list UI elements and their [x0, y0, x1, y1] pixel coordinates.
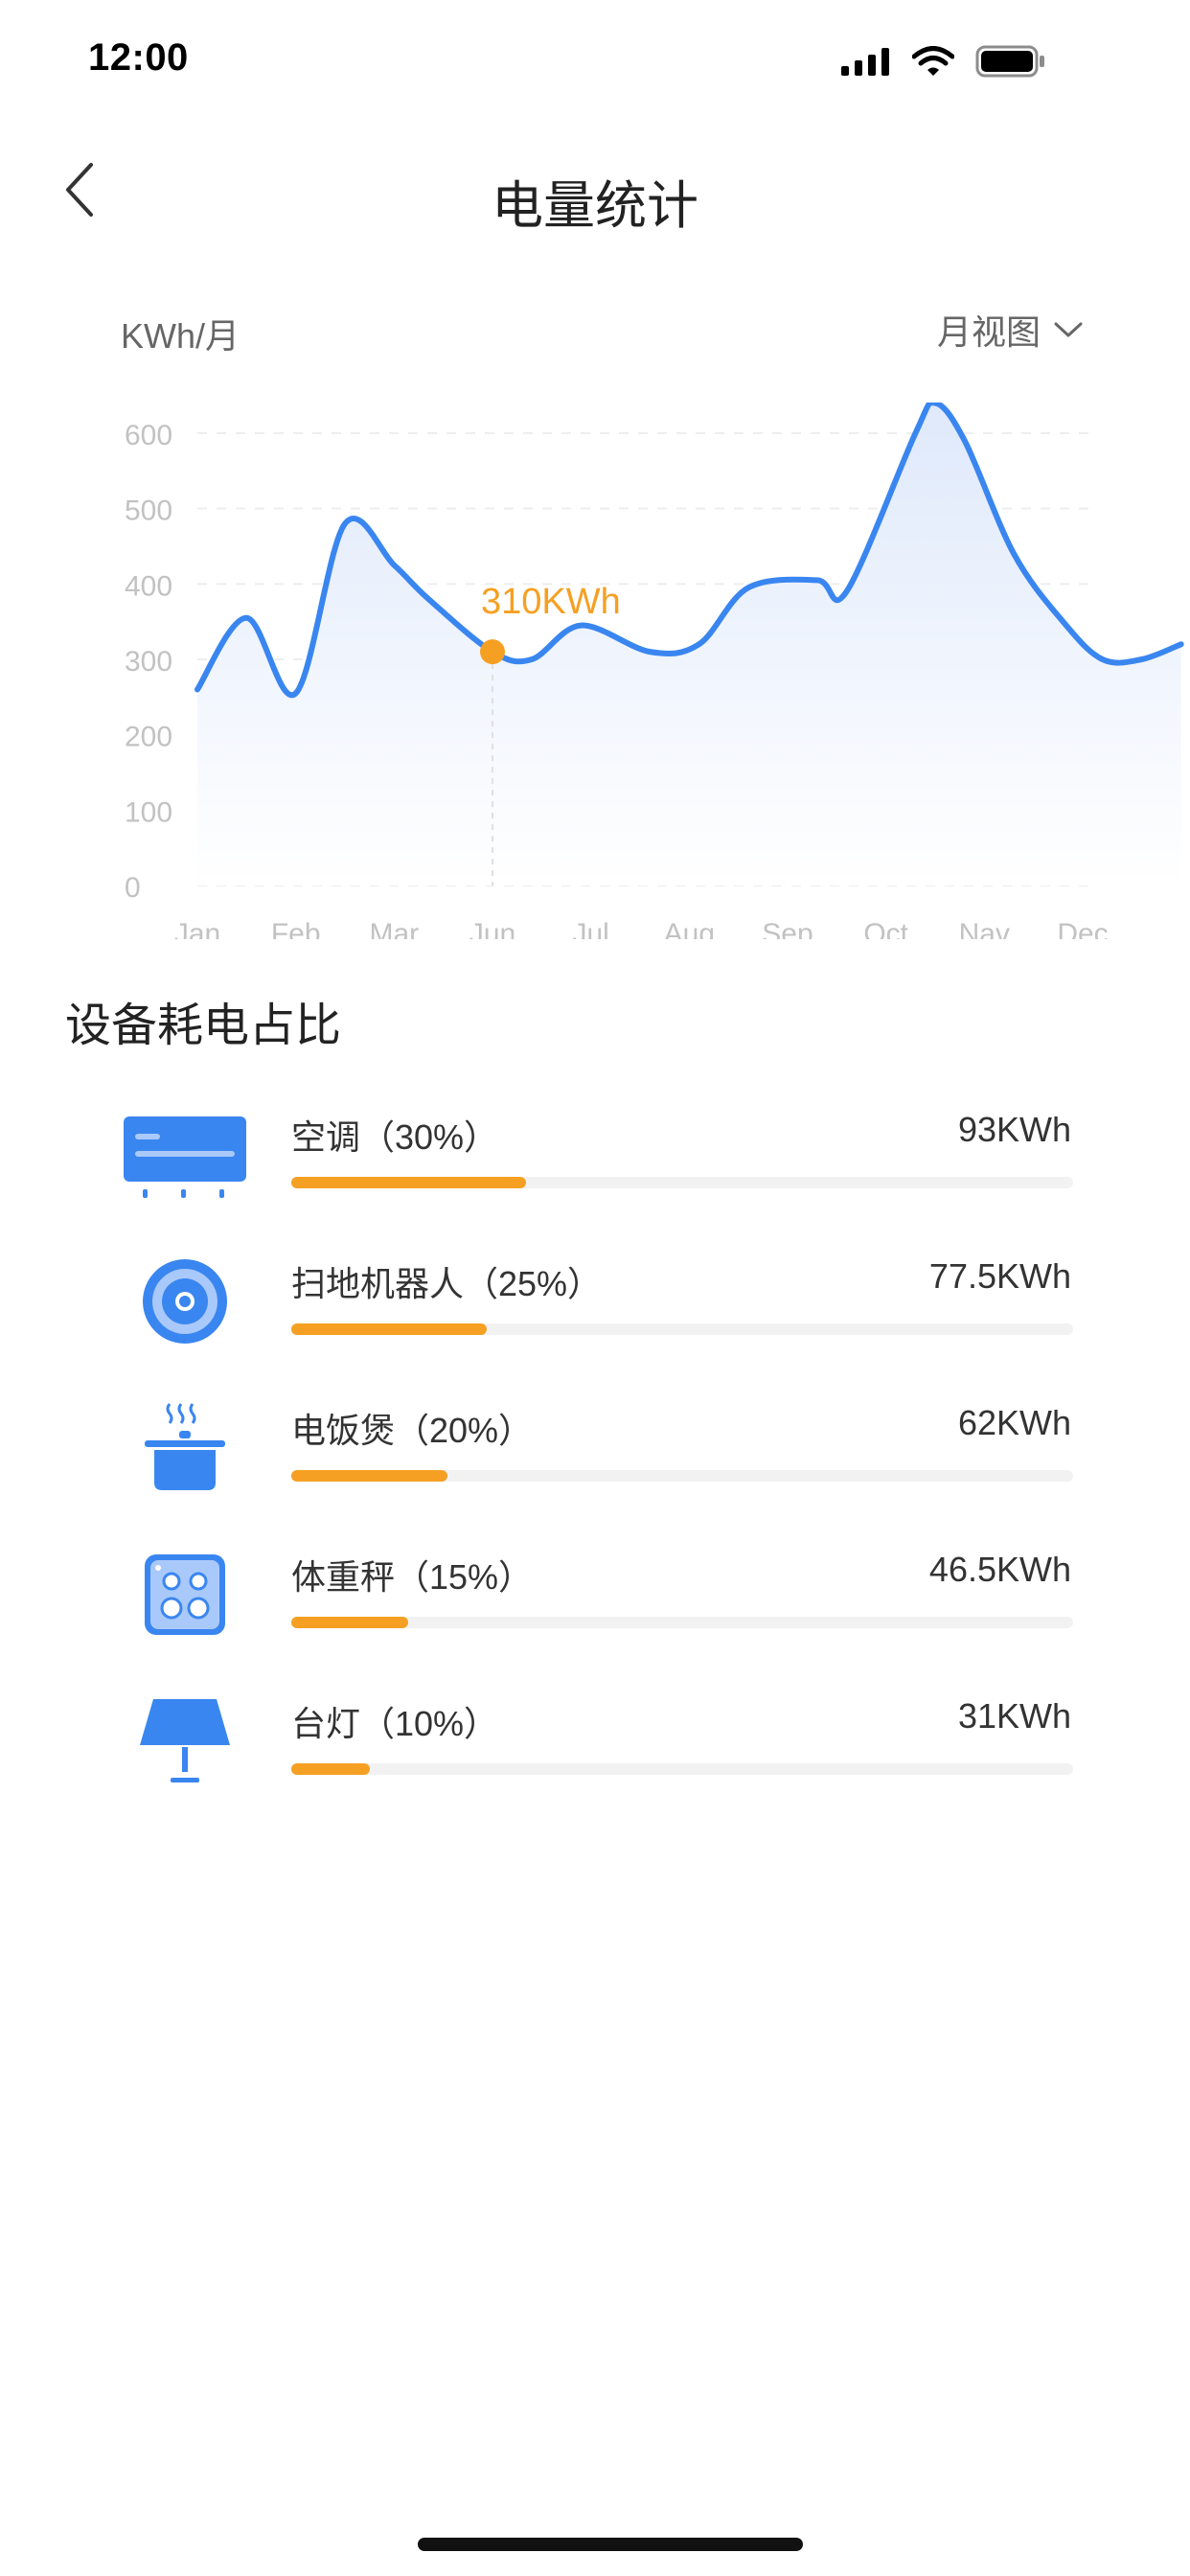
desk-lamp-icon: [113, 1689, 257, 1794]
usage-bar-fill: [291, 1177, 526, 1188]
device-name: 空调（30%）: [291, 1117, 499, 1157]
wifi-icon: [912, 46, 954, 76]
usage-bar-track: [291, 1763, 1073, 1775]
x-tick-label: Jun: [469, 918, 515, 939]
y-tick-label: 0: [125, 872, 141, 904]
device-usage: 77.5KWh: [928, 1256, 1071, 1296]
device-name: 电饭煲（20%）: [291, 1411, 534, 1450]
air-conditioner-icon: [113, 1102, 257, 1208]
x-tick-label: Aug: [664, 918, 715, 939]
body-scale-icon: [113, 1542, 257, 1647]
x-tick-label: Jan: [174, 918, 220, 939]
device-name: 体重秤（15%）: [291, 1557, 534, 1597]
rice-cooker-icon: [113, 1395, 257, 1501]
x-tick-label: Dec: [1057, 918, 1108, 939]
usage-bar-track: [291, 1470, 1073, 1482]
home-indicator[interactable]: [418, 2538, 803, 2551]
usage-bar-fill: [291, 1470, 448, 1482]
device-usage: 93KWh: [957, 1110, 1071, 1149]
x-tick-label: Sep: [762, 918, 812, 939]
x-tick-label: Nav: [959, 918, 1010, 939]
device-usage: 62KWh: [957, 1403, 1071, 1442]
power-usage-line-chart: 0 100 200 300 400 500 600 Jan Feb Mar Jun Jul Aug Se…: [125, 402, 1184, 939]
y-tick-label: 100: [125, 796, 172, 828]
y-tick-label: 600: [125, 420, 172, 451]
device-usage: 46.5KWh: [928, 1550, 1071, 1589]
status-time: 12:00: [88, 36, 189, 79]
usage-bar-track: [291, 1323, 1073, 1335]
robot-vacuum-icon: [113, 1249, 257, 1354]
x-tick-label: Jul: [572, 918, 608, 939]
device-row-air-conditioner[interactable]: 空调（30%） 93KWh: [0, 1102, 1190, 1208]
usage-bar-fill: [291, 1323, 487, 1335]
highlight-point[interactable]: [480, 639, 505, 665]
chart-area: [197, 402, 1181, 886]
chevron-down-icon: [1054, 322, 1083, 337]
view-mode-label: 月视图: [936, 312, 1041, 352]
device-row-rice-cooker[interactable]: 电饭煲（20%） 62KWh: [0, 1395, 1190, 1501]
cellular-signal-icon: [841, 48, 889, 76]
device-row-robot-vacuum[interactable]: 扫地机器人（25%） 77.5KWh: [0, 1249, 1190, 1354]
back-button[interactable]: [46, 151, 113, 228]
chart-line: [195, 402, 1184, 699]
usage-bar-fill: [291, 1617, 409, 1628]
device-row-desk-lamp[interactable]: 台灯（10%） 31KWh: [0, 1689, 1190, 1794]
x-tick-label: Feb: [271, 918, 321, 939]
device-name: 台灯（10%）: [291, 1704, 499, 1743]
device-name: 扫地机器人（25%）: [291, 1264, 603, 1303]
device-row-body-scale[interactable]: 体重秤（15%） 46.5KWh: [0, 1542, 1190, 1647]
usage-bar-track: [291, 1177, 1073, 1188]
section-title: 设备耗电占比: [65, 1000, 342, 1051]
y-tick-label: 200: [125, 722, 172, 753]
chevron-left-icon: [66, 163, 93, 217]
device-usage: 31KWh: [957, 1696, 1071, 1736]
usage-bar-fill: [291, 1763, 370, 1775]
chart-unit-label: KWh/月: [121, 316, 240, 356]
y-tick-label: 400: [125, 570, 172, 602]
highlight-label: 310KWh: [481, 582, 621, 622]
battery-icon: [975, 45, 1044, 78]
y-tick-label: 300: [125, 646, 172, 678]
view-mode-dropdown[interactable]: 月视图: [937, 305, 1083, 355]
usage-bar-track: [291, 1617, 1073, 1628]
y-tick-label: 500: [125, 495, 172, 527]
status-icons: [841, 44, 1046, 79]
page-title: 电量统计: [492, 177, 698, 235]
x-tick-label: Mar: [369, 918, 419, 939]
x-tick-label: Oct: [863, 918, 908, 939]
